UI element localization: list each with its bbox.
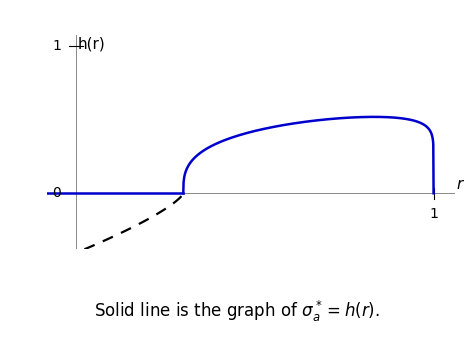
Text: h(r): h(r) <box>78 36 106 51</box>
Text: Solid line is the graph of $\sigma_a^* = h(r)$.: Solid line is the graph of $\sigma_a^* =… <box>94 299 380 324</box>
Text: 1: 1 <box>53 39 61 53</box>
Text: 1: 1 <box>429 207 438 221</box>
Text: 0: 0 <box>53 186 61 200</box>
Text: r: r <box>457 177 463 192</box>
